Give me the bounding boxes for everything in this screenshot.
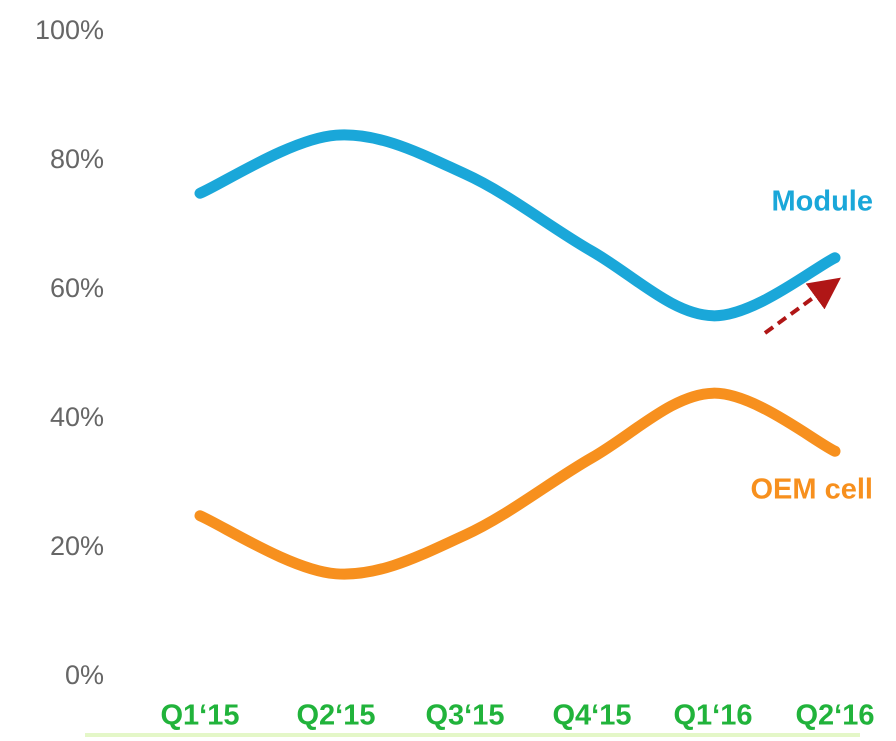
x-tick-label: Q1‘15 (161, 700, 240, 732)
x-tick-label: Q1‘16 (674, 700, 753, 732)
y-tick-label: 20% (50, 531, 104, 561)
axis-band (85, 733, 860, 737)
x-tick-label: Q3‘15 (426, 700, 505, 732)
line (194, 129, 841, 322)
y-tick-label: 0% (65, 660, 104, 690)
x-tick-label: Q4‘15 (553, 700, 632, 732)
series-label: Module (772, 186, 874, 218)
x-tick-label: Q2‘15 (297, 700, 376, 732)
series-label: OEM cell (751, 474, 874, 506)
line (194, 387, 841, 580)
trend-arrow (763, 277, 841, 335)
y-tick-label: 40% (50, 402, 104, 432)
y-tick-label: 100% (35, 15, 104, 45)
y-tick-label: 60% (50, 273, 104, 303)
y-tick-label: 80% (50, 144, 104, 174)
x-tick-label: Q2‘16 (796, 700, 875, 732)
